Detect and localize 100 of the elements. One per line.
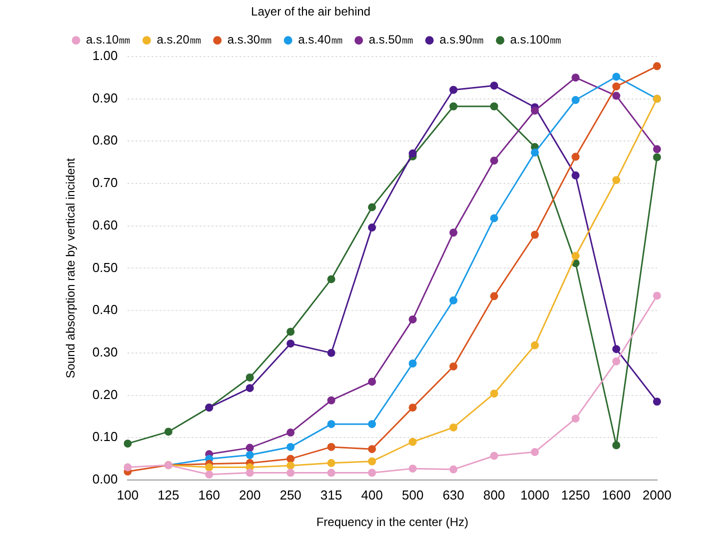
x-tick-label: 2000 bbox=[642, 487, 672, 502]
point bbox=[124, 463, 132, 472]
point bbox=[572, 74, 580, 82]
point bbox=[368, 445, 376, 454]
point bbox=[490, 156, 498, 165]
point bbox=[530, 148, 539, 157]
point bbox=[286, 428, 295, 437]
point bbox=[530, 448, 539, 456]
point bbox=[530, 341, 539, 350]
point bbox=[368, 468, 376, 477]
point bbox=[205, 470, 214, 478]
x-tick-label: 125 bbox=[158, 487, 180, 502]
point bbox=[368, 378, 376, 386]
point bbox=[490, 452, 498, 460]
x-tick-label: 200 bbox=[238, 487, 261, 502]
point bbox=[490, 102, 498, 110]
point bbox=[449, 465, 458, 474]
point bbox=[286, 454, 295, 463]
x-tick-label: 315 bbox=[320, 487, 342, 502]
point bbox=[530, 106, 539, 115]
point bbox=[653, 145, 661, 154]
x-tick-label: 1000 bbox=[520, 487, 550, 502]
point bbox=[408, 149, 417, 158]
point bbox=[408, 438, 417, 446]
x-tick-label: 250 bbox=[280, 487, 302, 502]
legend-label: a.s.10㎜ bbox=[86, 32, 131, 47]
point bbox=[327, 396, 336, 404]
point bbox=[286, 328, 295, 336]
point bbox=[327, 275, 336, 284]
point bbox=[246, 444, 254, 452]
point bbox=[653, 398, 661, 406]
point bbox=[449, 296, 458, 304]
point bbox=[612, 82, 620, 90]
point bbox=[449, 102, 458, 110]
point bbox=[286, 442, 295, 451]
point bbox=[449, 362, 458, 370]
x-tick-label: 1600 bbox=[602, 487, 631, 502]
x-tick-label: 800 bbox=[483, 487, 505, 502]
y-tick-label: 0.00 bbox=[92, 472, 118, 487]
point bbox=[612, 441, 620, 450]
y-tick-label: 0.80 bbox=[92, 132, 118, 148]
point bbox=[612, 92, 620, 100]
y-tick-label: 0.90 bbox=[92, 90, 118, 106]
point bbox=[205, 463, 214, 472]
point bbox=[327, 420, 336, 428]
point bbox=[572, 152, 580, 161]
x-tick-label: 630 bbox=[442, 487, 464, 502]
point bbox=[408, 315, 417, 324]
point bbox=[490, 82, 498, 90]
point bbox=[612, 345, 620, 354]
x-tick-label: 160 bbox=[198, 487, 220, 502]
point bbox=[327, 459, 336, 468]
point bbox=[286, 468, 295, 477]
y-tick-label: 0.20 bbox=[92, 386, 118, 402]
point bbox=[530, 230, 539, 239]
point bbox=[246, 451, 254, 460]
y-tick-label: 0.10 bbox=[92, 429, 118, 444]
point bbox=[490, 214, 498, 222]
point bbox=[246, 384, 254, 392]
legend-label: a.s.90㎜ bbox=[439, 32, 484, 47]
point bbox=[653, 153, 661, 162]
point bbox=[612, 357, 620, 366]
x-axis-title: Frequency in the center (Hz) bbox=[316, 515, 468, 530]
point bbox=[449, 86, 458, 94]
point bbox=[653, 62, 661, 70]
point bbox=[490, 390, 498, 398]
point bbox=[572, 252, 580, 260]
point bbox=[246, 373, 254, 382]
point bbox=[246, 468, 254, 477]
point bbox=[124, 440, 132, 448]
y-tick-label: 1.00 bbox=[92, 48, 118, 63]
point bbox=[449, 423, 458, 432]
point bbox=[612, 176, 620, 184]
point bbox=[286, 462, 295, 470]
point bbox=[327, 348, 336, 357]
y-tick-label: 0.30 bbox=[92, 344, 118, 360]
point bbox=[572, 414, 580, 423]
point bbox=[368, 457, 376, 466]
point bbox=[368, 224, 376, 232]
legend-label: a.s.50㎜ bbox=[368, 32, 414, 47]
legend-label: a.s.100㎜ bbox=[510, 32, 562, 47]
legend-label: a.s.40㎜ bbox=[298, 32, 343, 47]
y-tick-label: 0.70 bbox=[92, 175, 118, 190]
point bbox=[327, 468, 336, 477]
y-axis-title: Sound absorption rate by vertical incident bbox=[64, 157, 78, 378]
point bbox=[572, 171, 580, 180]
x-tick-label: 1250 bbox=[561, 487, 590, 502]
point bbox=[490, 292, 498, 300]
point bbox=[408, 360, 417, 368]
point bbox=[449, 228, 458, 237]
y-tick-label: 0.60 bbox=[92, 217, 118, 232]
y-tick-label: 0.40 bbox=[92, 302, 118, 318]
point bbox=[327, 442, 336, 451]
point bbox=[653, 292, 661, 300]
point bbox=[572, 96, 580, 104]
y-tick-label: 0.50 bbox=[92, 260, 118, 275]
point bbox=[408, 464, 417, 473]
legend-label: a.s.20㎜ bbox=[156, 32, 202, 47]
point bbox=[612, 72, 620, 81]
point bbox=[368, 203, 376, 212]
